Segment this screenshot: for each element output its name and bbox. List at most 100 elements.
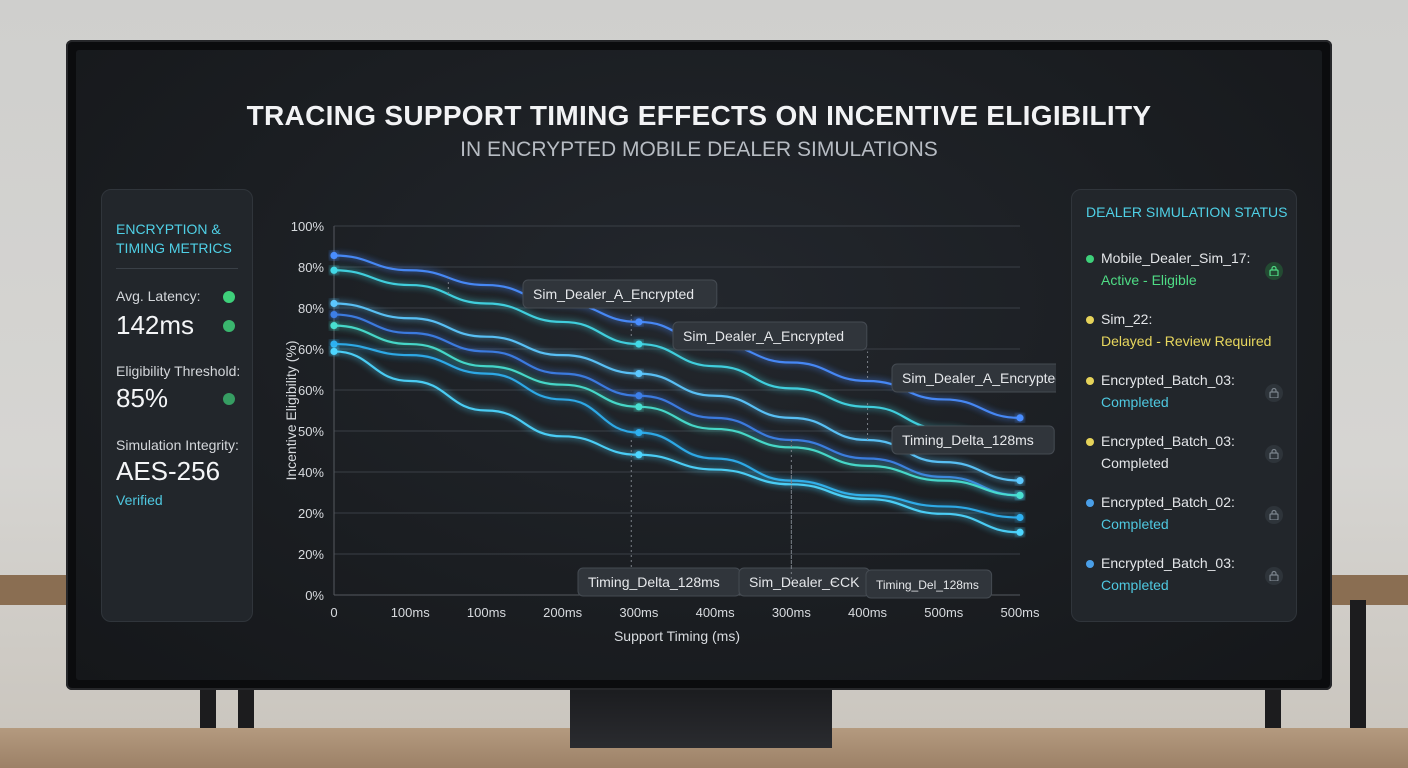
status-item-state: Completed <box>1101 455 1169 471</box>
series-line <box>333 350 1021 534</box>
lock-icon <box>1265 506 1283 524</box>
dealer-status-panel: DEALER SIMULATION STATUS Mobile_Dealer_S… <box>1071 189 1297 622</box>
data-point <box>330 322 338 330</box>
page-subtitle: IN ENCRYPTED MOBILE DEALER SIMULATIONS <box>460 138 938 161</box>
y-tick-label: 50% <box>298 424 324 439</box>
x-tick-label: 100ms <box>467 605 507 620</box>
data-point <box>635 392 643 400</box>
x-axis-label: Support Timing (ms) <box>614 628 740 644</box>
status-item-name: Encrypted_Batch_02: <box>1101 494 1235 510</box>
panel-heading-line: TIMING METRICS <box>116 240 232 256</box>
lock-icon <box>1265 262 1283 280</box>
annotation-label: Timing_Del_128ms <box>876 578 979 592</box>
eligibility-chart: 0% 20% 20% 40% 50% 60% 60% 80% 80% 100% 0 100ms 100m… <box>283 219 1056 644</box>
status-item-name: Mobile_Dealer_Sim_17: <box>1101 250 1251 266</box>
data-point <box>635 451 643 459</box>
x-tick-label: 400ms <box>696 605 736 620</box>
x-tick-label: 0 <box>330 605 337 620</box>
annotation-box <box>522 279 718 309</box>
encryption-metrics-panel: ENCRYPTION & TIMING METRICS Avg. Latency… <box>101 189 253 622</box>
integrity-value: AES-256 <box>116 456 221 486</box>
y-tick-label: 60% <box>298 342 324 357</box>
data-point <box>330 340 338 348</box>
threshold-value: 85% <box>116 383 169 413</box>
series-line <box>333 342 1021 519</box>
data-point <box>635 403 643 411</box>
annotation-label: Timing_Delta_128ms <box>902 432 1034 448</box>
status-item-state: Delayed - Review Required <box>1101 333 1272 349</box>
data-point <box>330 299 338 308</box>
series-line <box>333 269 1021 449</box>
data-point <box>1016 491 1024 499</box>
x-tick-label: 300ms <box>619 605 659 620</box>
integrity-note: Verified <box>116 492 163 508</box>
annotation-box <box>891 363 1056 393</box>
y-axis-label: Incentive Eligibility (%) <box>283 340 299 480</box>
latency-secondary-status-icon <box>223 320 235 332</box>
status-dot-icon <box>1086 377 1094 385</box>
annotation-box <box>891 425 1055 455</box>
status-item-name: Encrypted_Batch_03: <box>1101 372 1235 388</box>
data-point <box>635 318 643 326</box>
status-dot-icon <box>1086 560 1094 568</box>
screen: TRACING SUPPORT TIMING EFFECTS ON INCENT… <box>76 50 1322 680</box>
panel-heading-line: ENCRYPTION & <box>116 221 221 237</box>
monitor: TRACING SUPPORT TIMING EFFECTS ON INCENT… <box>66 40 1332 690</box>
status-dot-icon <box>1086 316 1094 324</box>
divider <box>116 268 238 269</box>
annotation-label: Timing_Delta_128ms <box>588 574 720 590</box>
latency-status-icon <box>223 291 235 303</box>
status-item-state: Completed <box>1101 516 1169 532</box>
annotation-box <box>865 569 993 599</box>
x-tick-label: 500ms <box>924 605 964 620</box>
data-point <box>1016 528 1024 536</box>
data-point <box>635 429 643 437</box>
status-item-name: Sim_22: <box>1101 311 1153 327</box>
panel-heading: ENCRYPTION & TIMING METRICS <box>116 220 241 258</box>
latency-label: Avg. Latency: <box>116 288 201 304</box>
desk-leg <box>1350 600 1366 732</box>
y-tick-label: 80% <box>298 260 324 275</box>
y-tick-label: 100% <box>291 219 325 234</box>
data-point <box>635 370 643 378</box>
status-item-state: Active - Eligible <box>1101 272 1197 288</box>
status-dot-icon <box>1086 499 1094 507</box>
data-point <box>1016 414 1024 422</box>
latency-value: 142ms <box>116 310 195 340</box>
x-tick-label: 400ms <box>848 605 888 620</box>
monitor-stand <box>570 688 832 748</box>
y-tick-label: 60% <box>298 383 324 398</box>
x-tick-label: 300ms <box>772 605 812 620</box>
panel-heading: DEALER SIMULATION STATUS <box>1086 204 1288 220</box>
status-item-name: Encrypted_Batch_03: <box>1101 555 1235 571</box>
lock-icon <box>1265 567 1283 585</box>
x-tick-label: 500ms <box>1000 605 1040 620</box>
y-tick-label: 80% <box>298 301 324 316</box>
status-item-state: Completed <box>1101 394 1169 410</box>
y-tick-label: 20% <box>298 547 324 562</box>
annotation-label: Sim_Dealer_A_Encrypted <box>533 286 694 302</box>
threshold-status-icon <box>223 393 235 405</box>
status-item-name: Encrypted_Batch_03: <box>1101 433 1235 449</box>
series-line <box>333 324 1021 497</box>
y-tick-label: 20% <box>298 506 324 521</box>
x-tick-label: 200ms <box>543 605 583 620</box>
data-point <box>330 347 338 356</box>
status-dot-icon <box>1086 438 1094 446</box>
data-point <box>330 251 338 260</box>
annotation-label: Sim_Dealer_ЄCK <box>749 574 860 590</box>
data-point <box>1016 513 1024 522</box>
annotation-label: Sim_Dealer_A_Encrypted <box>683 328 844 344</box>
status-item-state: Completed <box>1101 577 1169 593</box>
annotation-box <box>672 321 868 351</box>
threshold-label: Eligibility Threshold: <box>116 363 241 379</box>
data-point <box>330 266 338 274</box>
page-title: TRACING SUPPORT TIMING EFFECTS ON INCENT… <box>246 100 1152 131</box>
lock-icon <box>1265 445 1283 463</box>
y-tick-label: 40% <box>298 465 324 480</box>
lock-icon <box>1265 384 1283 402</box>
data-point <box>1016 477 1024 485</box>
annotation-label: Sim_Dealer_A_Encrypted <box>902 370 1056 386</box>
integrity-label: Simulation Integrity: <box>116 437 239 453</box>
data-point <box>635 340 643 348</box>
